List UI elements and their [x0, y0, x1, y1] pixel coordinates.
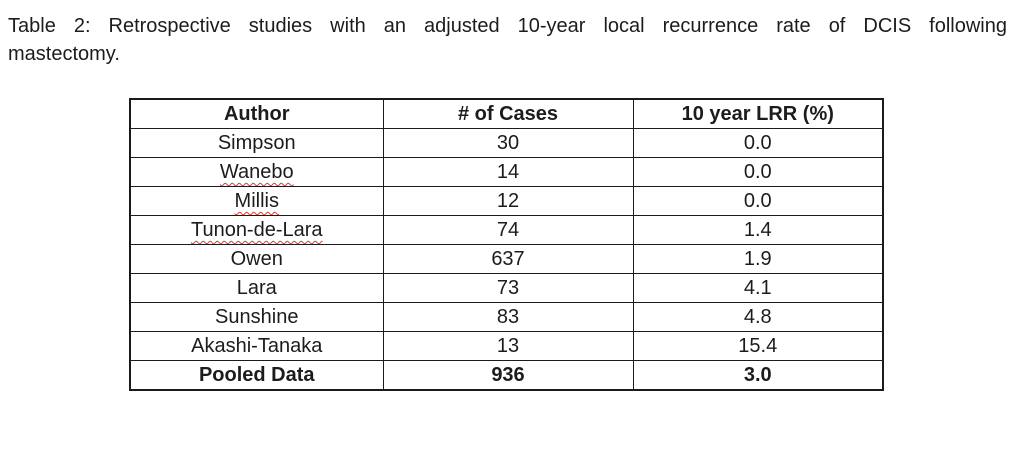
lrr-cell[interactable]: 4.1: [632, 273, 884, 303]
table-row: Sunshine 83 4.8: [129, 302, 884, 332]
cases-cell[interactable]: 83: [382, 302, 634, 332]
author-text: Pooled Data: [198, 364, 315, 386]
author-cell[interactable]: Pooled Data: [129, 360, 384, 391]
cases-cell[interactable]: 637: [382, 244, 634, 274]
cases-cell[interactable]: 12: [382, 186, 634, 216]
table-row: Akashi-Tanaka 13 15.4: [129, 331, 884, 361]
author-cell[interactable]: Millis: [129, 186, 384, 216]
table-row: Millis 12 0.0: [129, 186, 884, 216]
table-row: Owen 637 1.9: [129, 244, 884, 274]
lrr-cell[interactable]: 15.4: [632, 331, 884, 361]
table-header-row: Author # of Cases 10 year LRR (%): [129, 98, 884, 129]
author-text: Owen: [230, 248, 283, 270]
author-cell[interactable]: Simpson: [129, 128, 384, 158]
cases-cell[interactable]: 73: [382, 273, 634, 303]
cases-cell[interactable]: 936: [382, 360, 634, 391]
lrr-cell[interactable]: 0.0: [632, 128, 884, 158]
cases-cell[interactable]: 13: [382, 331, 634, 361]
lrr-cell[interactable]: 3.0: [632, 360, 884, 391]
author-text: Sunshine: [215, 306, 299, 328]
table-row: Lara 73 4.1: [129, 273, 884, 303]
lrr-cell[interactable]: 0.0: [632, 157, 884, 187]
lrr-cell[interactable]: 4.8: [632, 302, 884, 332]
misspelled-author-text[interactable]: Millis: [234, 190, 279, 212]
author-cell[interactable]: Lara: [129, 273, 384, 303]
caption-line-2: mastectomy.: [8, 43, 120, 65]
table-row: Simpson 30 0.0: [129, 128, 884, 158]
table-caption[interactable]: Table 2: Retrospective studies with an a…: [8, 12, 1007, 68]
author-text: Simpson: [217, 132, 296, 154]
caption-line-1: Table 2: Retrospective studies with an a…: [8, 15, 1007, 37]
col-header-cases[interactable]: # of Cases: [382, 98, 634, 129]
author-cell[interactable]: Akashi-Tanaka: [129, 331, 384, 361]
author-text: Akashi-Tanaka: [191, 335, 323, 357]
author-text: Lara: [236, 277, 277, 299]
col-header-author[interactable]: Author: [129, 98, 384, 129]
cases-cell[interactable]: 30: [382, 128, 634, 158]
misspelled-author-text[interactable]: Tunon-de-Lara: [190, 219, 323, 241]
author-cell[interactable]: Sunshine: [129, 302, 384, 332]
lrr-cell[interactable]: 1.4: [632, 215, 884, 245]
study-results-table: Author # of Cases 10 year LRR (%) Simpso…: [129, 98, 884, 391]
lrr-cell[interactable]: 1.9: [632, 244, 884, 274]
cases-cell[interactable]: 14: [382, 157, 634, 187]
cases-cell[interactable]: 74: [382, 215, 634, 245]
table-row-pooled-data: Pooled Data 936 3.0: [129, 360, 884, 391]
col-header-lrr[interactable]: 10 year LRR (%): [632, 98, 884, 129]
author-cell[interactable]: Wanebo: [129, 157, 384, 187]
misspelled-author-text[interactable]: Wanebo: [219, 161, 294, 183]
author-cell[interactable]: Tunon-de-Lara: [129, 215, 384, 245]
table-row: Wanebo 14 0.0: [129, 157, 884, 187]
lrr-cell[interactable]: 0.0: [632, 186, 884, 216]
table-row: Tunon-de-Lara 74 1.4: [129, 215, 884, 245]
author-cell[interactable]: Owen: [129, 244, 384, 274]
